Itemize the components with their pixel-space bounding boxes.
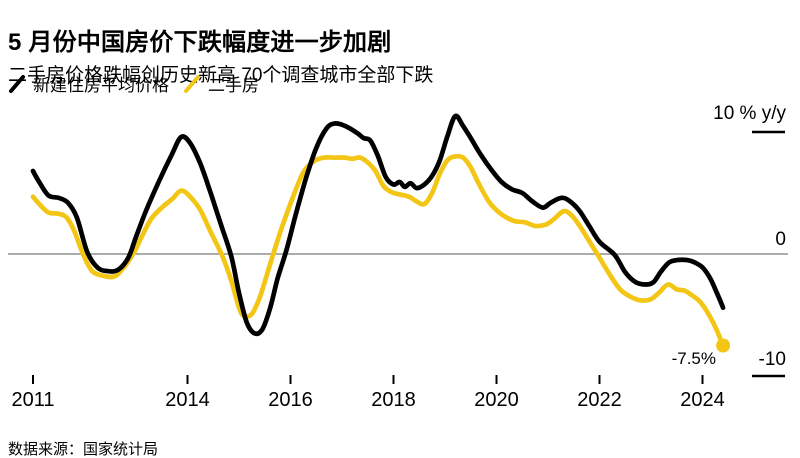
chart-title: 5 月份中国房价下跌幅度进一步加剧 [8,29,392,57]
x-axis-label-2011: 2011 [11,389,55,411]
secondhand-series-line [30,153,726,348]
chart-subtitle: 二手房价格跌幅创历史新高 70个调查城市全部下跌 [8,65,434,86]
y-axis-label-10: 10 % y/y [713,103,786,124]
x-axis-label-2018: 2018 [371,389,416,411]
legend: 新建住房平均价格 二手房 [8,71,259,96]
new-home-series-line [30,113,726,337]
x-axis-label-2024: 2024 [680,389,725,411]
black-slash-icon [9,74,25,93]
yellow-slash-icon [184,74,200,93]
legend-item-new-home: 新建住房平均价格 [8,71,169,96]
x-axis-label-2020: 2020 [474,389,519,411]
legend-label-new-home: 新建住房平均价格 [33,76,169,95]
y-axis-label-neg10: -10 [758,349,786,370]
data-source: 数据来源：国家统计局 [8,441,159,458]
x-axis-label-2014: 2014 [165,389,210,411]
y-axis-label-0: 0 [775,229,786,250]
secondhand-endpoint-annotation: -7.5% [671,349,716,368]
legend-item-secondhand: 二手房 [183,71,259,96]
x-axis-label-2022: 2022 [577,389,622,411]
legend-label-secondhand: 二手房 [208,76,259,95]
secondhand-end-dot [716,338,731,353]
x-axis-label-2016: 2016 [268,389,313,411]
